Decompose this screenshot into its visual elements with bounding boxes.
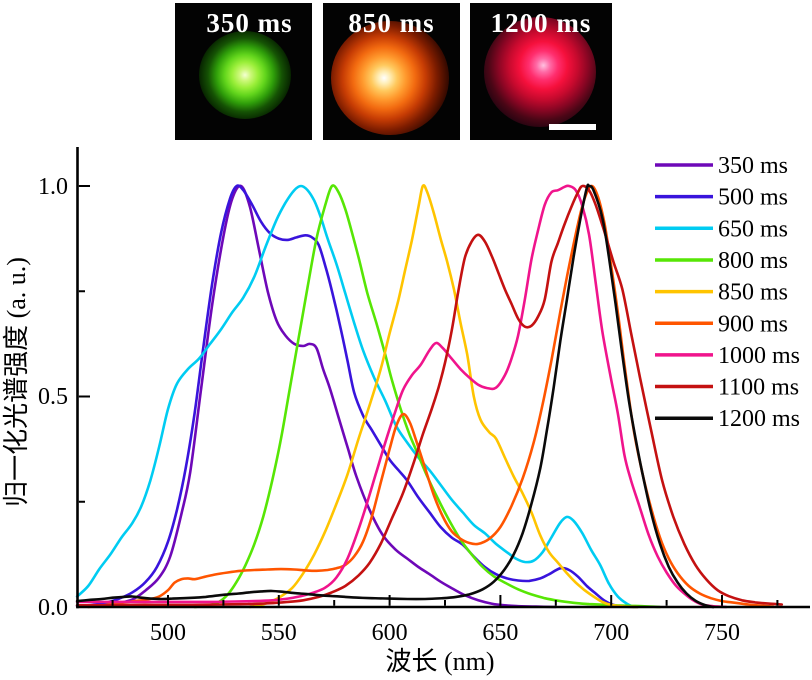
inset-label-1200ms: 1200 ms bbox=[490, 8, 592, 38]
legend-label-800ms: 800 ms bbox=[718, 248, 788, 274]
x-tick-label-550: 550 bbox=[261, 620, 297, 646]
x-tick-label-500: 500 bbox=[150, 620, 186, 646]
curve-850ms bbox=[248, 183, 640, 609]
red-luminescent-dot-image bbox=[484, 17, 596, 127]
curve-1200ms bbox=[75, 183, 715, 609]
x-tick-label-600: 600 bbox=[372, 620, 408, 646]
y-tick-label-0: 0.0 bbox=[38, 595, 68, 621]
curve-350ms bbox=[75, 184, 558, 609]
curve-900ms bbox=[86, 184, 775, 609]
orange-luminescent-dot-image bbox=[331, 21, 449, 135]
curve-650ms bbox=[75, 184, 635, 609]
inset-image-1200ms: 1200 ms bbox=[470, 3, 612, 140]
legend-label-500ms: 500 ms bbox=[718, 185, 788, 211]
legend-label-1100ms: 1100 ms bbox=[718, 375, 799, 401]
inset-image-850ms: 850 ms bbox=[323, 3, 460, 140]
inset-label-350ms: 350 ms bbox=[206, 8, 293, 38]
legend-label-650ms: 650 ms bbox=[718, 216, 788, 242]
legend-label-350ms: 350 ms bbox=[718, 153, 788, 179]
y-tick-label-10: 1.0 bbox=[38, 174, 68, 200]
inset-image-350ms: 350 ms bbox=[175, 3, 312, 140]
x-tick-label-650: 650 bbox=[482, 620, 518, 646]
x-tick-label-750: 750 bbox=[704, 620, 740, 646]
green-luminescent-dot-image bbox=[199, 31, 291, 119]
legend-label-850ms: 850 ms bbox=[718, 280, 788, 306]
ticks-group bbox=[78, 185, 779, 608]
legend-label-900ms: 900 ms bbox=[718, 311, 788, 337]
curve-1000ms bbox=[75, 184, 728, 609]
legend-label-1000ms: 1000 ms bbox=[718, 343, 800, 369]
legend: 350 ms 500 ms 650 ms 800 ms 850 ms 900 ms 1000… bbox=[655, 153, 800, 432]
curves-group bbox=[75, 183, 784, 609]
inset-label-850ms: 850 ms bbox=[348, 8, 435, 38]
curve-1100ms bbox=[75, 184, 784, 607]
y-tick-label-05: 0.5 bbox=[38, 384, 68, 410]
legend-label-1200ms: 1200 ms bbox=[718, 406, 800, 432]
x-tick-label-700: 700 bbox=[593, 620, 629, 646]
y-axis-title: 归一化光谱强度 (a. u.) bbox=[2, 257, 31, 507]
scale-bar bbox=[549, 124, 596, 130]
x-axis-title: 波长 (nm) bbox=[385, 647, 494, 676]
curve-500ms bbox=[75, 184, 640, 609]
